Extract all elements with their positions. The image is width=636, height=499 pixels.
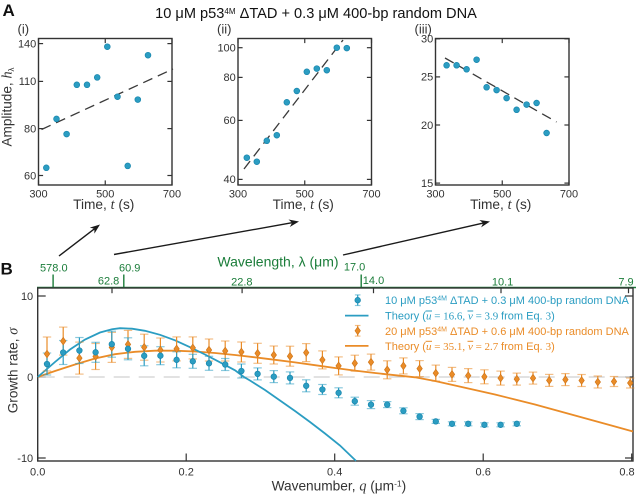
svg-text:100: 100	[217, 43, 235, 55]
svg-text:140: 140	[18, 38, 36, 50]
svg-text:B: B	[1, 260, 13, 279]
svg-text:Growth rate, σ: Growth rate, σ	[6, 327, 22, 414]
svg-text:-10: -10	[17, 453, 33, 465]
svg-text:Theory (u = 16.6, v = 3.9 from: Theory (u = 16.6, v = 3.9 from Eq. 3)	[385, 311, 555, 323]
svg-text:10.1: 10.1	[492, 276, 513, 288]
svg-text:(i): (i)	[18, 22, 30, 37]
svg-text:Time, t (s): Time, t (s)	[273, 197, 334, 213]
svg-text:40: 40	[224, 174, 236, 186]
svg-text:80: 80	[224, 72, 236, 84]
svg-text:500: 500	[493, 188, 511, 200]
svg-text:0.8: 0.8	[619, 467, 634, 479]
svg-text:Amplitude, hλ: Amplitude, hλ	[0, 67, 16, 146]
svg-text:60: 60	[24, 170, 36, 182]
svg-text:(ii): (ii)	[217, 22, 231, 37]
svg-text:110: 110	[19, 76, 37, 88]
svg-text:10: 10	[21, 291, 33, 303]
svg-text:17.0: 17.0	[344, 262, 365, 274]
svg-text:Time, t (s): Time, t (s)	[73, 197, 134, 213]
svg-text:60: 60	[224, 115, 236, 127]
svg-text:10 μM p534M ΔTAD + 0.3 μM 400-: 10 μM p534M ΔTAD + 0.3 μM 400-bp random …	[155, 6, 477, 22]
svg-text:Wavelength, λ (μm): Wavelength, λ (μm)	[217, 254, 338, 270]
svg-text:Theory (u = 35.1, v = 2.7 from: Theory (u = 35.1, v = 2.7 from Eq. 3)	[385, 341, 555, 353]
svg-text:80: 80	[24, 123, 36, 135]
svg-text:20: 20	[421, 120, 433, 132]
svg-text:500: 500	[96, 188, 114, 200]
svg-text:700: 700	[163, 188, 181, 200]
svg-text:Time, t (s): Time, t (s)	[470, 197, 531, 213]
svg-text:0.0: 0.0	[30, 467, 45, 479]
svg-text:300: 300	[29, 188, 47, 200]
svg-text:10 μM p534M ΔTAD + 0.3 μM 400-: 10 μM p534M ΔTAD + 0.3 μM 400-bp random …	[385, 295, 630, 307]
svg-text:(iii): (iii)	[415, 22, 432, 37]
svg-text:0.2: 0.2	[179, 467, 194, 479]
svg-text:Wavenumber, q (μm-1): Wavenumber, q (μm-1)	[272, 479, 407, 495]
svg-text:60.9: 60.9	[119, 262, 140, 274]
svg-text:300: 300	[229, 188, 247, 200]
svg-text:25: 25	[421, 72, 433, 84]
svg-text:20 μM p534M ΔTAD + 0.6 μM 400-: 20 μM p534M ΔTAD + 0.6 μM 400-bp random …	[385, 326, 630, 338]
svg-text:62.8: 62.8	[98, 275, 119, 287]
svg-text:30: 30	[421, 34, 433, 46]
svg-text:0: 0	[27, 372, 33, 384]
svg-text:700: 700	[560, 188, 578, 200]
svg-text:500: 500	[296, 188, 314, 200]
svg-text:0.6: 0.6	[476, 467, 491, 479]
svg-text:15: 15	[421, 178, 433, 190]
svg-text:14.0: 14.0	[363, 275, 384, 287]
svg-text:A: A	[3, 1, 15, 20]
svg-text:0.4: 0.4	[327, 467, 342, 479]
svg-text:22.8: 22.8	[231, 277, 252, 289]
svg-text:700: 700	[362, 188, 380, 200]
svg-text:7.9: 7.9	[618, 276, 633, 288]
svg-text:578.0: 578.0	[40, 262, 68, 274]
svg-text:300: 300	[426, 188, 444, 200]
